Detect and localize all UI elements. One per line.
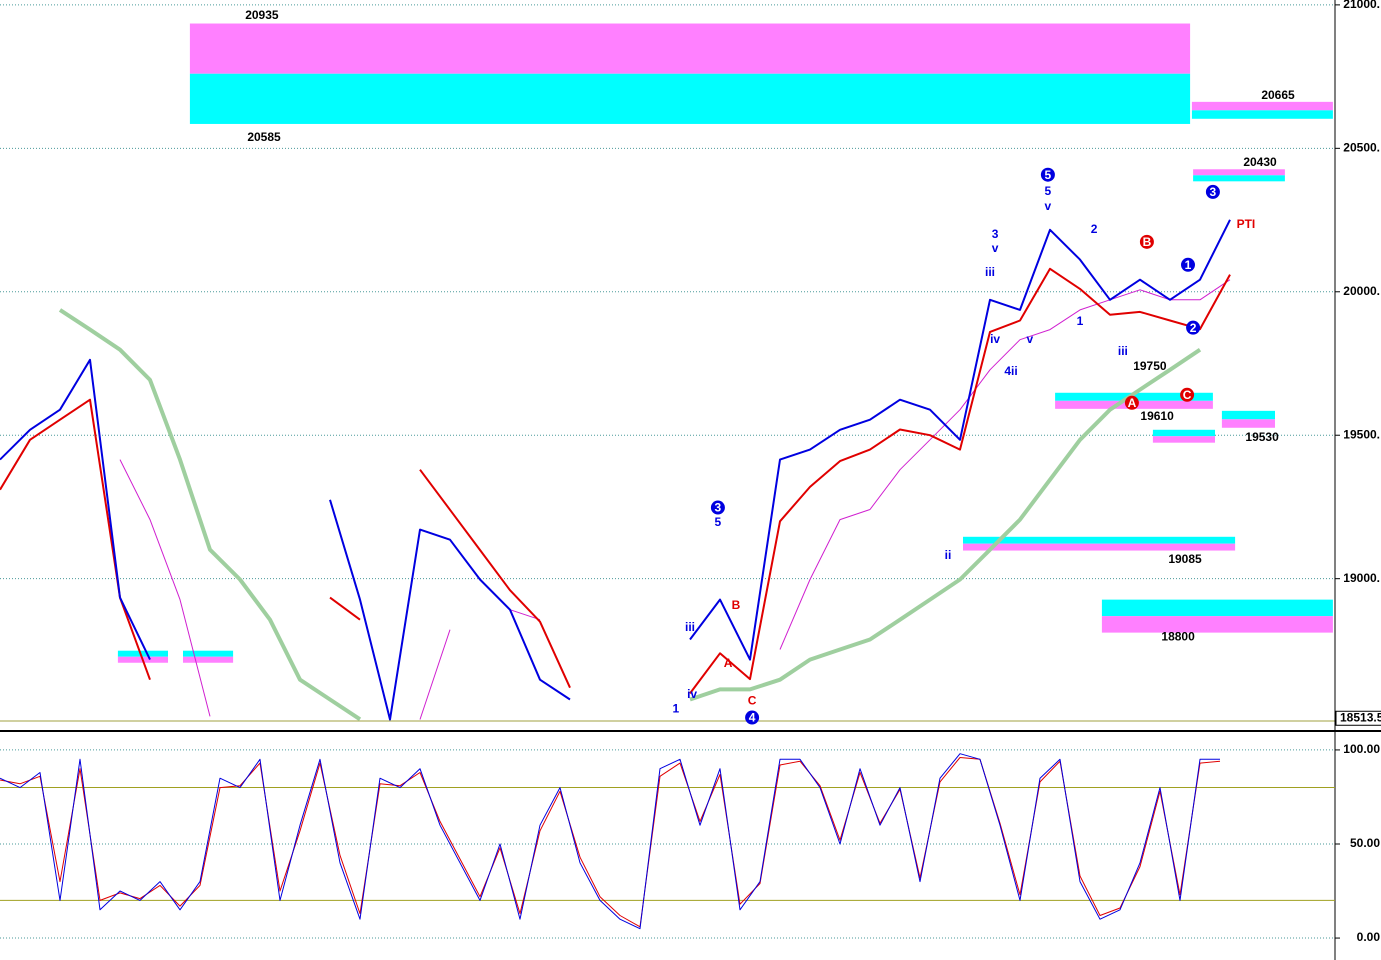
annotation: iii [1118,344,1128,358]
zone-top [1193,169,1285,176]
wave-label: B [1143,235,1152,249]
zone-bottom [1193,175,1285,182]
annotation: 2 [1091,222,1098,236]
wave-label: 3 [715,501,722,515]
annotation: 19085 [1168,552,1202,566]
annotation: 20935 [245,8,279,22]
annotation: 18800 [1161,630,1195,644]
zone-top [1221,410,1275,420]
y-tick-label: 19000. [1343,571,1380,585]
oscillator-panel [0,749,1335,939]
annotation: 19610 [1140,409,1174,423]
zone-bottom [1191,110,1333,119]
annotation: ii [945,548,952,562]
y-tick-label: 100.00 [1343,742,1380,756]
wave-marker [710,500,725,515]
wave-marker [1040,167,1055,182]
series-line [0,267,1231,694]
wave-label: 4 [749,711,756,725]
annotation: 4ii [1004,364,1017,378]
zone-bottom [183,656,234,663]
wave-label: 5 [1045,168,1052,182]
annotation: v [1027,332,1034,346]
wave-marker [1181,257,1195,272]
zone-bottom [1221,419,1275,428]
annotation: 5 [715,515,722,529]
wave-marker [1205,184,1220,199]
wave-label: C [1183,388,1192,402]
last-price-label: 18513.5 [1340,710,1381,724]
zone-top [963,536,1236,544]
annotation: 19750 [1133,359,1167,373]
series-line [58,308,1202,721]
wave-marker [1180,387,1195,402]
zone-bottom [1152,436,1215,443]
y-tick-label: 50.00 [1350,836,1380,850]
wave-marker [1139,234,1154,249]
last-price-box [1335,710,1381,726]
zone-top [1101,599,1333,617]
annotation: PTI [1237,217,1256,231]
y-tick-label: 20500. [1343,140,1380,154]
wave-marker [1124,395,1139,410]
annotation: B [732,598,741,612]
axes: 21000. 20500. 20000. 19500. 19000. 18513.5 100… [1335,0,1381,944]
annotation: v [992,241,999,255]
zone-top [189,23,1191,74]
zone-bottom [963,543,1236,551]
wave-label: 1 [1185,258,1192,272]
y-tick-label: 19500. [1343,427,1380,441]
zone-top [1191,101,1333,111]
annotation: 19530 [1245,430,1279,444]
y-tick-label: 21000. [1343,0,1380,11]
series-line [0,753,1220,930]
annotation: C [748,694,757,708]
wave-label: 3 [1210,185,1217,199]
series-line [119,279,1231,720]
wave-label: 2 [1190,321,1197,335]
wave-label: A [1128,396,1137,410]
annotation: 1 [673,702,680,716]
wave-marker [1186,320,1201,335]
price-panel: 20935 20585 20665 20430 19750 19610 19530 19085… [0,4,1335,725]
annotation: v [1045,199,1052,213]
wave-marker [745,710,760,725]
annotation: 5 [1045,184,1052,198]
annotation: 20585 [247,130,281,144]
annotation: 3 [992,227,999,241]
series-line [0,757,1221,928]
zone-bottom [189,73,1191,124]
annotation: iii [685,620,695,634]
zone-top [117,650,168,657]
annotation: 1 [1077,314,1084,328]
annotation: 20665 [1261,88,1295,102]
zone-top [183,650,234,657]
y-tick-label: 20000. [1343,284,1380,298]
series-line [0,219,1231,721]
annotation: 20430 [1243,155,1277,169]
zone-top [1152,429,1215,437]
annotation: iii [985,265,995,279]
annotation: iv [687,687,697,701]
annotation: iv [990,332,1000,346]
zone-bottom [1101,616,1333,633]
annotation: A [724,656,733,670]
y-tick-label: 0.00 [1357,930,1381,944]
